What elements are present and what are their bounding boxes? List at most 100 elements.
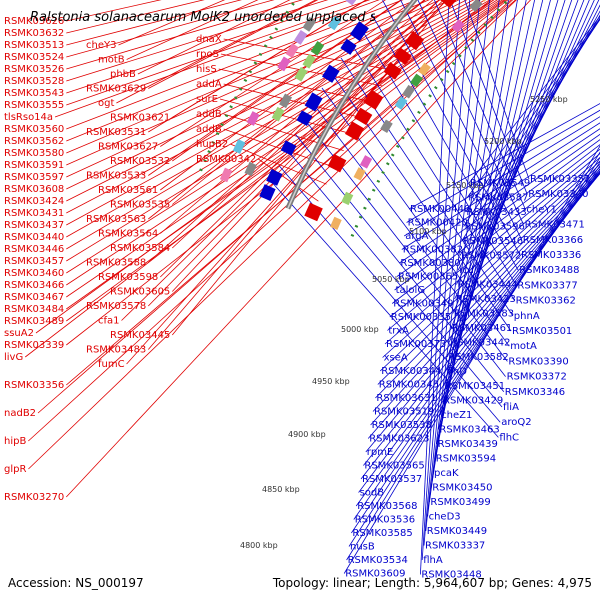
leader-line	[389, 148, 600, 318]
gene-label-reverse: RSMK03585	[352, 528, 412, 539]
gene-label-forward: RSMK03629	[86, 84, 146, 95]
gene-label-reverse: RSMK03442	[450, 338, 510, 349]
leader-line	[372, 170, 600, 412]
gene-label-reverse: rpmE	[367, 447, 394, 458]
gene-label-forward: motB	[98, 55, 125, 66]
gene-label-reverse: RSMK03499	[430, 497, 490, 508]
gene-label-forward: RSMK03460	[4, 268, 64, 279]
gene-feature	[330, 216, 342, 230]
gene-label-reverse: RSMK03582	[448, 352, 508, 363]
leader-line	[258, 158, 319, 202]
gene-label-reverse: RSMK00440	[410, 204, 470, 215]
gene-label-forward: RSMK03533	[86, 171, 146, 182]
gene-label-forward: RSMK03543	[4, 88, 64, 99]
gene-label-forward: addB	[196, 109, 222, 120]
gene-label-forward: RSMK03489	[4, 316, 64, 327]
gene-label-forward: ssuA2	[4, 328, 34, 339]
forward-strand-track	[304, 0, 457, 222]
gene-label-forward: RSMK03597	[4, 172, 64, 183]
gene-label-reverse: RSMK03572	[461, 251, 521, 262]
leader-line	[454, 0, 600, 300]
gene-label-forward: RSMK03440	[4, 232, 64, 243]
gene-feature	[296, 110, 313, 127]
gene-label-forward: RSMK03339	[4, 340, 64, 351]
leader-line	[218, 68, 373, 103]
annotation-track	[244, 0, 357, 177]
leader-line	[367, 172, 600, 439]
gene-feature	[304, 92, 323, 112]
leader-line	[379, 163, 600, 372]
gene-label-forward: RSMK03561	[98, 185, 158, 196]
gene-label-reverse: RSMK03488	[519, 265, 579, 276]
leader-line	[375, 168, 600, 399]
gene-label-forward: RSMK03588	[86, 258, 146, 269]
leader-line	[399, 128, 600, 264]
gene-label-forward: RSMK03467	[4, 292, 64, 303]
scale-tick-label: 5050 kbp	[372, 275, 410, 284]
gene-label-reverse: RSMK00420	[408, 218, 468, 229]
gene-label-reverse: RSMK03519	[374, 407, 434, 418]
gene-label-forward: RSMK03270	[4, 492, 64, 503]
gene-label-reverse: RSMK03366	[523, 235, 583, 246]
leader-line	[391, 144, 600, 304]
gene-feature	[293, 29, 308, 45]
gene-label-reverse: RSMK03372	[507, 372, 567, 383]
leader-line	[396, 133, 600, 277]
gene-label-forward: RSMK03513	[4, 40, 64, 51]
topology-summary: Topology: linear; Length: 5,964,607 bp; …	[272, 576, 592, 590]
gene-label-reverse: RSMK03583	[454, 309, 514, 320]
gene-label-reverse: xseA	[384, 353, 408, 364]
gene-label-reverse: RSMK03631	[376, 393, 436, 404]
leader-line	[394, 139, 600, 291]
gene-label-reverse: RSMK00335	[391, 312, 451, 323]
gene-feature	[271, 106, 285, 122]
gene-feature	[345, 0, 357, 6]
gene-label-forward: addB	[196, 124, 222, 135]
gene-label-forward: fumC	[98, 359, 125, 370]
gene-label-forward: rpoS	[196, 49, 219, 60]
gene-label-forward: livG	[4, 352, 23, 363]
gene-feature	[380, 119, 393, 133]
gene-feature	[340, 38, 357, 55]
gene-label-reverse: motA	[510, 341, 537, 352]
leader-line	[66, 0, 275, 58]
accession-text: Accession: NS_000197	[8, 576, 144, 590]
gene-label-reverse: RSMK03390	[508, 356, 568, 367]
gene-feature	[232, 139, 246, 154]
gene-label-reverse: flhA	[423, 555, 443, 566]
gene-label-reverse: RSMK03448	[421, 570, 481, 581]
leader-line	[66, 0, 371, 106]
leader-line	[223, 113, 344, 152]
gene-label-forward: nadB2	[4, 408, 36, 419]
leader-line	[37, 0, 512, 414]
gene-label-forward: RSMK03466	[4, 280, 64, 291]
gene-label-forward: RSMK03560	[4, 124, 64, 135]
leader-line	[160, 0, 445, 278]
gene-label-reverse: talolG	[396, 285, 425, 296]
gene-feature	[349, 21, 369, 42]
leader-line	[456, 4, 600, 285]
reverse-strand-track	[259, 21, 369, 201]
scale-tick-label: 5150 kbp	[446, 181, 484, 190]
gene-label-forward: RSMK03605	[110, 287, 170, 298]
scale-ticks: 5250 kbp 5200 kbp 5150 kbp 5100 kbp 5050 kbp…	[199, 0, 568, 550]
gene-feature	[285, 43, 299, 59]
leader-line	[417, 0, 524, 225]
gene-label-reverse: RSMK03501	[512, 326, 572, 337]
gene-label-reverse: RSMK00349	[393, 299, 453, 310]
leader-line	[438, 0, 544, 430]
leader-line	[365, 172, 600, 453]
gene-label-forward: RSMK03445	[110, 330, 170, 341]
gene-label-forward: RSMK03532	[110, 156, 170, 167]
gene-label-reverse: RSMK03549	[470, 178, 530, 189]
leader-line	[172, 0, 403, 162]
gene-label-reverse: RSMK03537	[362, 474, 422, 485]
gene-feature	[341, 191, 354, 206]
leader-line	[466, 17, 600, 198]
leader-line	[434, 0, 527, 459]
gene-label-reverse: RSMK03538	[372, 420, 432, 431]
gene-label-reverse: RSMK03568	[357, 501, 417, 512]
leader-line	[126, 54, 405, 365]
gene-label-forward: RSMK03562	[4, 136, 64, 147]
leader-line	[295, 134, 505, 393]
